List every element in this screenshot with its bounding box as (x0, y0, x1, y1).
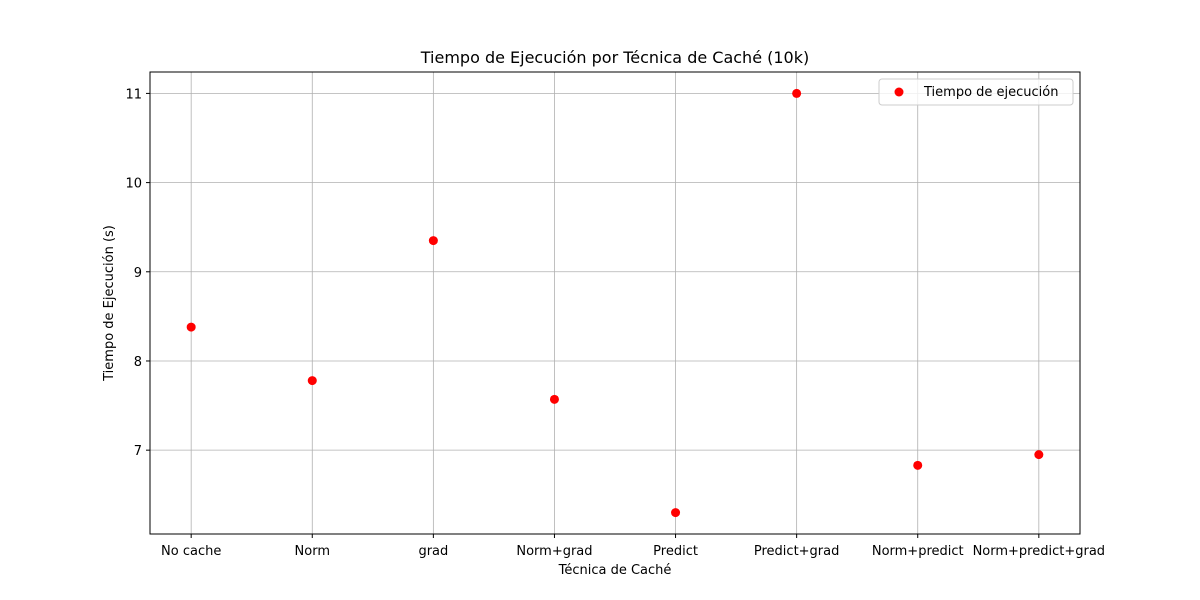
y-tick-label: 7 (134, 444, 142, 459)
y-tick-label: 10 (125, 177, 142, 192)
chart-title: Tiempo de Ejecución por Técnica de Caché… (420, 48, 809, 67)
y-tick-label: 11 (125, 87, 142, 102)
x-tick-label: Predict+grad (754, 544, 839, 559)
data-point (307, 376, 317, 386)
y-tick-label: 9 (134, 266, 142, 281)
x-tick-label: Predict (653, 544, 698, 559)
data-point (186, 322, 196, 332)
legend-label: Tiempo de ejecución (923, 85, 1058, 100)
data-point (428, 236, 438, 246)
data-point (792, 88, 802, 98)
data-point (671, 508, 681, 518)
x-tick-label: grad (418, 544, 448, 559)
x-tick-label: Norm (295, 544, 330, 559)
x-tick-label: Norm+predict+grad (973, 544, 1105, 559)
x-tick-label: Norm+predict (872, 544, 964, 559)
y-tick-label: 8 (134, 355, 142, 370)
x-axis-label: Técnica de Caché (558, 563, 672, 578)
x-axis-ticks: No cache Norm grad Norm+grad Predict Predict+… (161, 534, 1105, 559)
grid-lines (150, 72, 1080, 534)
data-points (186, 88, 1044, 518)
data-point (549, 394, 559, 404)
data-point (1034, 450, 1044, 460)
legend-marker (894, 87, 904, 97)
data-point (913, 460, 923, 470)
y-axis-label: Tiempo de Ejecución (s) (102, 225, 117, 382)
x-tick-label: No cache (161, 544, 221, 559)
legend-box (878, 78, 1074, 106)
legend: Tiempo de ejecución (878, 78, 1074, 106)
plot-area (149, 71, 1081, 535)
x-tick-label: Norm+grad (516, 544, 592, 559)
y-axis-ticks: 7 8 9 10 11 (125, 87, 150, 459)
